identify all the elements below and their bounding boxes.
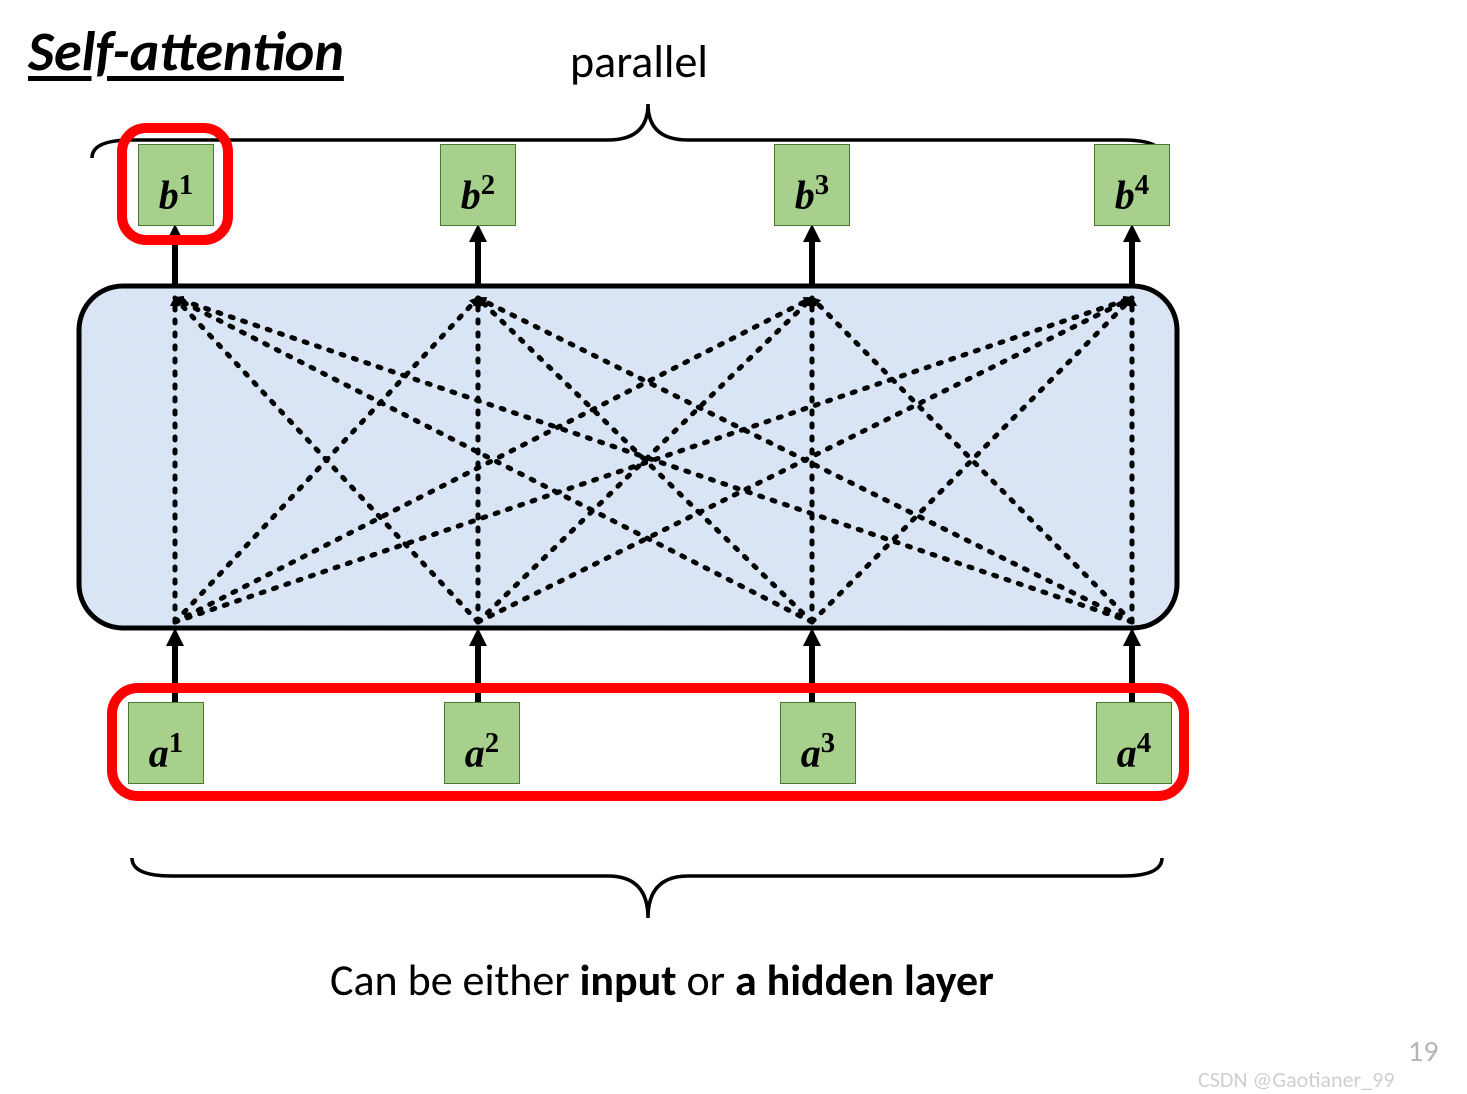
- input-a-node-2: a2: [444, 702, 520, 784]
- output-b-label-sup: 4: [1135, 169, 1149, 201]
- caption-mid: or: [677, 953, 735, 1007]
- input-a-label-base: a: [149, 730, 169, 775]
- input-a-label-sup: 4: [1137, 727, 1151, 759]
- output-b-label-base: b: [1115, 172, 1135, 217]
- output-b-label-sup: 3: [815, 169, 829, 201]
- input-a-node-1: a1: [128, 702, 204, 784]
- output-b-node-3: b3: [774, 144, 850, 226]
- caption-bold-hidden: a hidden layer: [735, 953, 994, 1007]
- input-a-label-base: a: [1117, 730, 1137, 775]
- output-b-node-2: b2: [440, 144, 516, 226]
- input-a-label-base: a: [801, 730, 821, 775]
- output-b-label-sup: 1: [179, 169, 193, 201]
- diagram-svg: [0, 0, 1467, 1094]
- parallel-label: parallel: [570, 34, 708, 90]
- output-b-label-base: b: [795, 172, 815, 217]
- input-a-label-base: a: [465, 730, 485, 775]
- output-b-label-base: b: [461, 172, 481, 217]
- input-a-node-3: a3: [780, 702, 856, 784]
- output-b-node-4: b4: [1094, 144, 1170, 226]
- caption-text: Can be either input or a hidden layer: [330, 953, 994, 1007]
- page-title: Self-attention: [28, 18, 344, 86]
- caption-bold-input: input: [580, 953, 677, 1007]
- caption-prefix: Can be either: [330, 953, 580, 1007]
- watermark-text: CSDN @Gaotianer_99: [1198, 1066, 1394, 1093]
- output-b-node-1: b1: [138, 144, 214, 226]
- input-a-label-sup: 3: [821, 727, 835, 759]
- input-a-label-sup: 2: [485, 727, 499, 759]
- input-a-label-sup: 1: [169, 727, 183, 759]
- output-b-label-sup: 2: [481, 169, 495, 201]
- output-b-label-base: b: [159, 172, 179, 217]
- page-number: 19: [1408, 1033, 1438, 1070]
- input-a-node-4: a4: [1096, 702, 1172, 784]
